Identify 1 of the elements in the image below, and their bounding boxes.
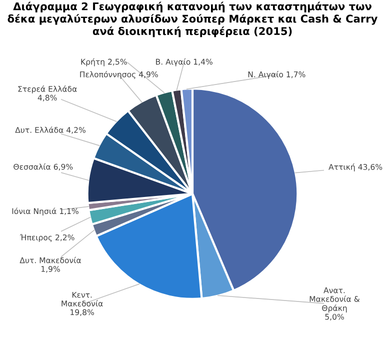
chart-title: Διάγραμμα 2 Γεωγραφική κατανομή των καταστημάτων των δέκα μεγαλύτερων αλυσίδων Σούπερ Μάρκετ και Cash & Carry ανά διοικητική περιφέρεια (2015) (8, 2, 378, 38)
